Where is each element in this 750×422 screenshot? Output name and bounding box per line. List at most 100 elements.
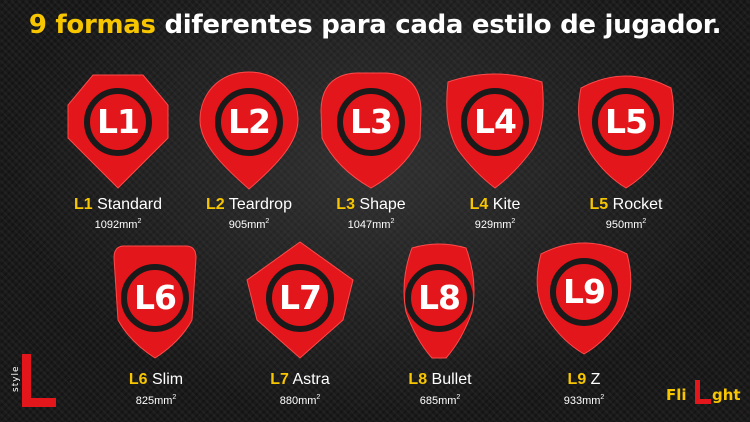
flight-area-unit: mm <box>119 219 138 231</box>
flight-label-name: Teardrop <box>228 196 292 213</box>
flight-label-l2: L2 Teardrop <box>169 196 329 214</box>
flight-label-code: L9 <box>567 371 587 388</box>
flight-code: L8 <box>418 278 461 317</box>
flight-area-unit: mm <box>247 219 266 231</box>
flight-label-l1: L1 Standard <box>38 196 198 214</box>
flight-area-unit: mm <box>154 395 173 407</box>
flight-area-value: 933 <box>563 395 583 407</box>
flight-l5: L5 <box>571 70 681 190</box>
flight-l3: L3 <box>316 70 426 190</box>
flight-label-code: L8 <box>408 371 428 388</box>
flight-l6: L6 <box>100 240 210 360</box>
flight-code: L1 <box>97 102 140 141</box>
l-style-logo-letter: L <box>70 381 71 383</box>
flight-area-l4: 929mm2 <box>415 218 575 231</box>
flight-area-value: 905 <box>228 219 248 231</box>
flight-label-code: L6 <box>128 371 148 388</box>
flight-label-name: Z <box>590 371 601 388</box>
flight-area-l6: 825mm2 <box>76 394 236 407</box>
flight-label-l6: L6 Slim <box>76 371 236 389</box>
flight-label-code: L1 <box>73 196 93 213</box>
title-highlight: 9 formas <box>28 10 156 40</box>
flight-code: L4 <box>474 102 517 141</box>
flight-label-name: Slim <box>152 371 184 388</box>
flight-area-exp: 2 <box>600 394 605 401</box>
flight-area-unit: mm <box>298 395 317 407</box>
flight-label-code: L4 <box>469 196 489 213</box>
flight-label-name: Shape <box>359 196 406 213</box>
flight-l1: L1 <box>63 70 173 190</box>
flight-l2-shape <box>199 71 299 190</box>
flight-l9: L9 <box>529 236 639 356</box>
flight-label-code: L3 <box>336 196 355 213</box>
flight-area-exp: 2 <box>172 394 177 401</box>
flight-area-l5: 950mm2 <box>546 218 706 231</box>
flight-label-name: Rocket <box>612 196 663 213</box>
flight-area-unit: mm <box>582 395 601 407</box>
flight-label-code: L5 <box>589 196 609 213</box>
flight-label-l4: L4 Kite <box>415 196 575 214</box>
flight-area-value: 929 <box>474 219 494 231</box>
flight-l8: L8 <box>384 240 494 360</box>
flight-code: L9 <box>563 272 606 311</box>
flight-logo-prefix: Fli <box>666 386 687 404</box>
flight-label-l5: L5 Rocket <box>546 196 706 214</box>
flight-l7: L7 <box>245 240 355 360</box>
flight-area-l2: 905mm2 <box>169 218 329 231</box>
flight-area-unit: mm <box>438 395 457 407</box>
flight-l4-shape <box>446 73 544 189</box>
flight-l3-shape <box>320 72 422 189</box>
flight-l4: L4 <box>440 70 550 190</box>
title-rest: diferentes para cada estilo de jugador. <box>164 10 722 40</box>
flight-label-l3: L3 Shape <box>291 196 451 214</box>
flight-area-exp: 2 <box>390 218 395 225</box>
flight-area-exp: 2 <box>265 218 270 225</box>
flight-area-l7: 880mm2 <box>220 394 380 407</box>
flight-area-value: 825 <box>135 395 155 407</box>
flight-label-name: Astra <box>292 371 330 388</box>
flight-area-exp: 2 <box>456 394 461 401</box>
flight-area-value: 1047 <box>347 219 373 231</box>
flight-code: L2 <box>228 102 271 141</box>
flight-l9-shape <box>536 242 632 355</box>
flight-l6-shape <box>113 245 197 359</box>
flight-area-unit: mm <box>624 219 643 231</box>
flight-logo-suffix: ght <box>712 386 741 404</box>
l-style-logo: style L <box>11 354 71 407</box>
flight-l1-shape <box>67 74 169 189</box>
l-style-logo-word: style <box>11 365 21 392</box>
flight-area-value: 950 <box>605 219 625 231</box>
flight-area-l3: 1047mm2 <box>291 218 451 231</box>
flight-code: L3 <box>350 102 393 141</box>
flight-area-value: 685 <box>419 395 439 407</box>
flight-l7-shape <box>246 241 354 359</box>
flight-code: L7 <box>279 278 322 317</box>
flight-area-value: 1092 <box>94 219 120 231</box>
flight-area-l1: 1092mm2 <box>38 218 198 231</box>
flight-area-exp: 2 <box>642 218 647 225</box>
flight-area-unit: mm <box>493 219 512 231</box>
flight-label-name: Bullet <box>431 371 472 388</box>
flight-label-code: L7 <box>270 371 289 388</box>
page-title: 9 formas diferentes para cada estilo de … <box>0 10 750 40</box>
flight-label-l7: L7 Astra <box>220 371 380 389</box>
flight-l5-shape <box>578 75 674 189</box>
flight-label-l8: L8 Bullet <box>360 371 520 389</box>
flight-label-l9: L9 Z <box>504 371 664 389</box>
flight-label-code: L2 <box>206 196 225 213</box>
flight-label-name: Kite <box>492 196 521 213</box>
flight-code: L6 <box>134 278 177 317</box>
flight-logo-letter: L <box>742 411 743 413</box>
flight-area-exp: 2 <box>137 218 142 225</box>
flight-code: L5 <box>605 102 648 141</box>
flight-l8-shape <box>403 243 475 359</box>
flight-area-unit: mm <box>372 219 391 231</box>
flight-area-l8: 685mm2 <box>360 394 520 407</box>
flight-area-exp: 2 <box>511 218 516 225</box>
flight-l2: L2 <box>194 70 304 190</box>
flight-area-value: 880 <box>279 395 299 407</box>
flight-area-exp: 2 <box>316 394 321 401</box>
flight-area-l9: 933mm2 <box>504 394 664 407</box>
flight-label-name: Standard <box>97 196 163 213</box>
flight-logo: Fli ght L <box>666 380 743 413</box>
